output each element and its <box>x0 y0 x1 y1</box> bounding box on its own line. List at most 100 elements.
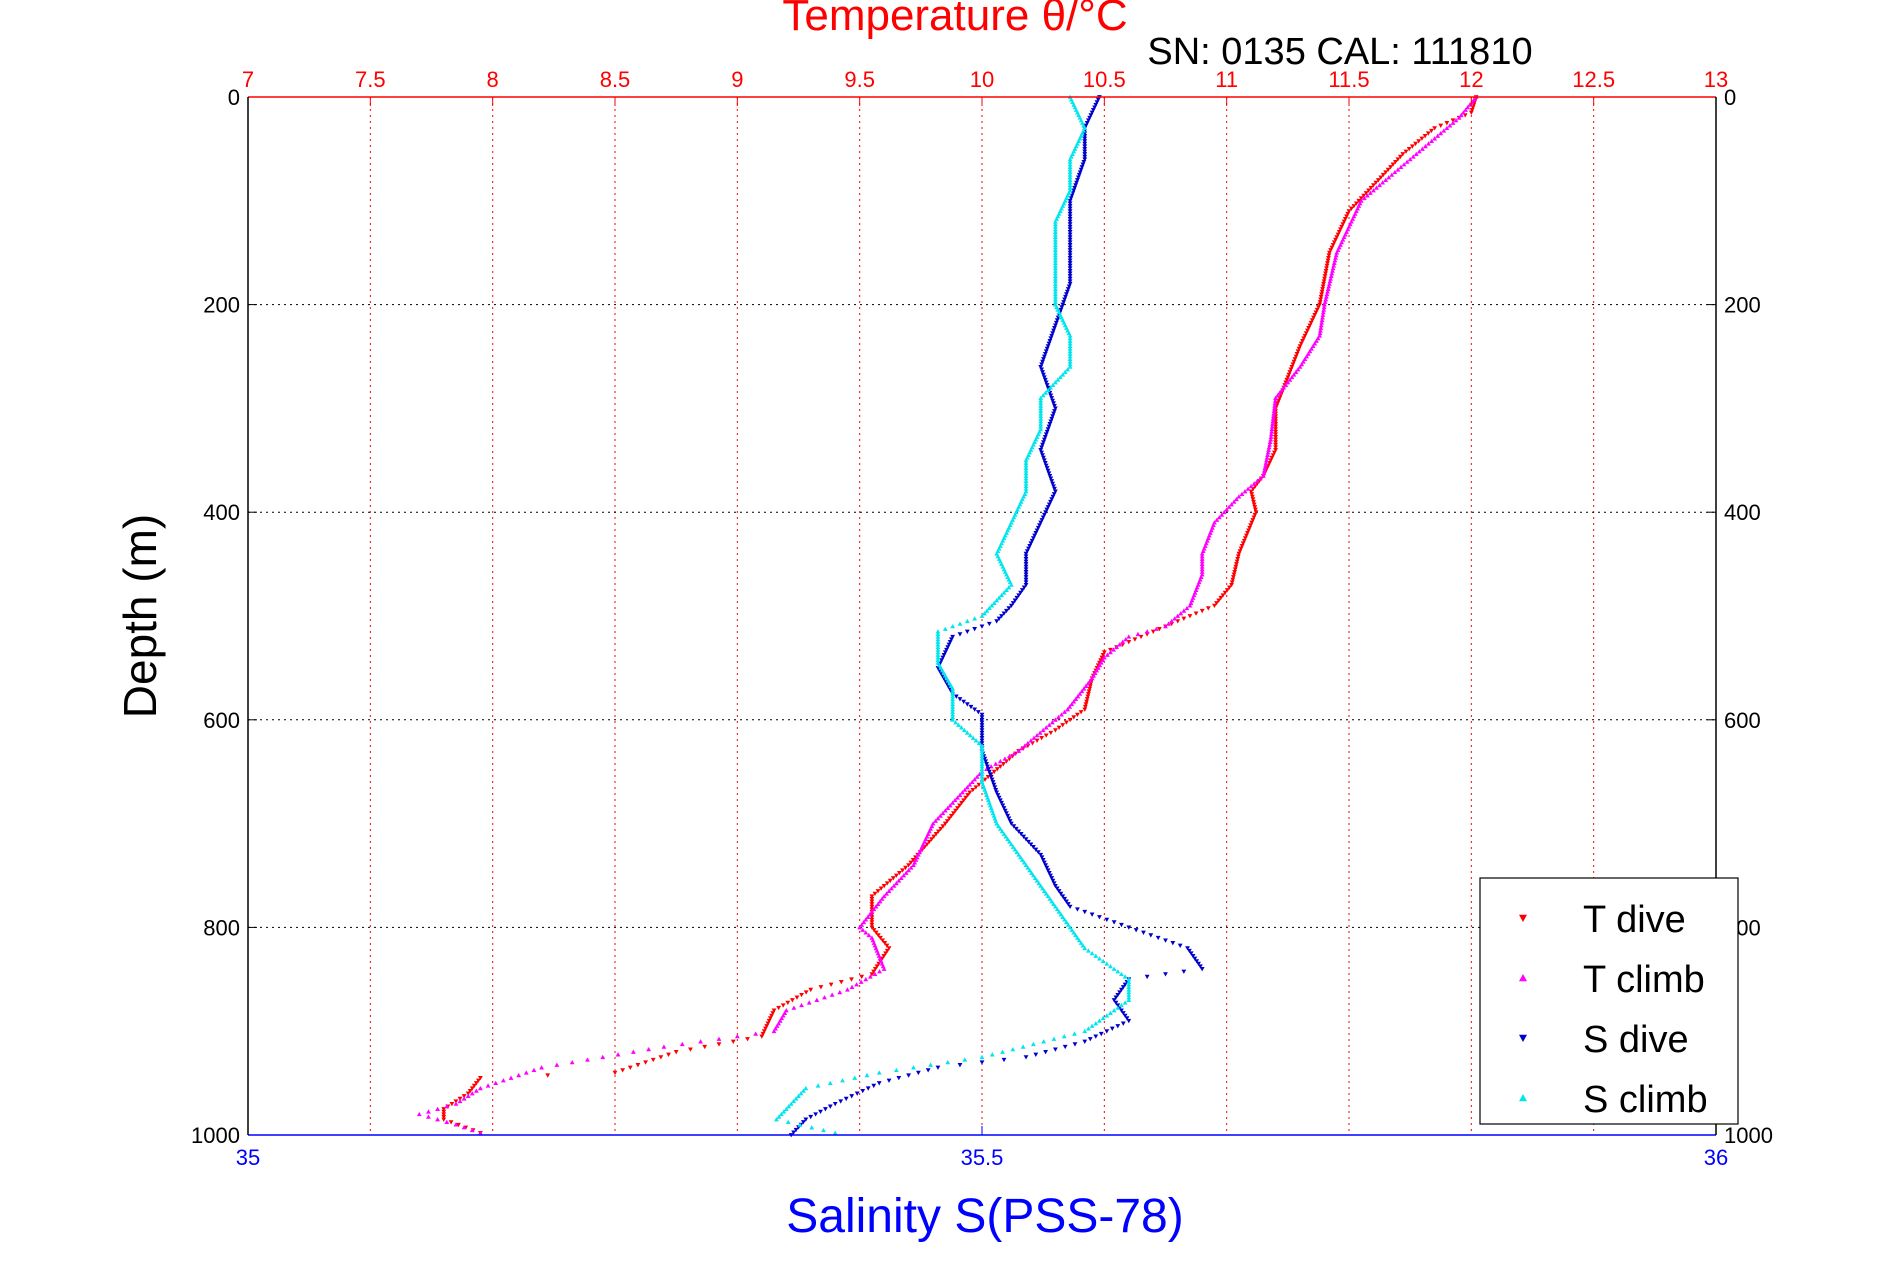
data-point <box>1060 302 1066 307</box>
data-point <box>1041 354 1047 359</box>
data-point <box>859 974 865 980</box>
data-point <box>1023 575 1029 580</box>
data-point <box>979 715 985 720</box>
data-point <box>1053 489 1058 494</box>
data-point <box>1319 289 1325 295</box>
data-point <box>1067 276 1073 282</box>
data-point <box>950 688 956 694</box>
data-point <box>1371 183 1376 188</box>
data-point <box>803 1117 809 1122</box>
data-point <box>1321 281 1326 287</box>
data-point <box>979 736 985 741</box>
data-point <box>1141 930 1146 935</box>
data-point <box>1447 123 1453 128</box>
data-point <box>1030 873 1036 878</box>
data-point <box>1067 242 1073 248</box>
data-point <box>1071 930 1077 935</box>
data-point <box>1083 683 1089 688</box>
data-point <box>1199 561 1205 567</box>
data-point <box>1053 1047 1058 1052</box>
data-point <box>1104 1013 1110 1018</box>
data-point <box>822 995 827 1000</box>
left-axis-tick-label: 600 <box>203 708 240 733</box>
data-point <box>1023 481 1029 486</box>
data-point <box>1053 299 1058 304</box>
data-point <box>1250 497 1256 502</box>
data-point <box>1028 842 1034 847</box>
data-point <box>1082 154 1088 160</box>
data-point <box>1219 512 1225 517</box>
data-point <box>1325 261 1330 266</box>
data-point <box>1450 120 1456 125</box>
data-point <box>1042 435 1048 440</box>
data-point <box>1064 899 1069 904</box>
data-point <box>1044 383 1050 388</box>
data-point <box>1199 556 1205 561</box>
data-point <box>1038 852 1044 858</box>
data-point <box>1016 829 1022 834</box>
data-point <box>891 883 897 888</box>
bottom-axis-tick-label: 36 <box>1704 1145 1728 1170</box>
data-point <box>906 1073 911 1078</box>
data-point <box>523 1070 529 1075</box>
data-point <box>1067 281 1073 287</box>
data-point <box>1040 886 1045 891</box>
data-point <box>1120 1021 1126 1026</box>
data-point <box>985 764 990 769</box>
data-point <box>964 730 970 735</box>
data-point <box>1044 429 1050 435</box>
data-point <box>1093 953 1099 958</box>
data-point <box>1072 185 1078 191</box>
top-axis-tick-label: 9.5 <box>844 67 875 92</box>
data-point <box>1082 152 1088 157</box>
data-point <box>1269 429 1275 434</box>
data-point <box>444 1104 450 1109</box>
data-point <box>1236 494 1242 499</box>
data-point <box>1321 307 1327 312</box>
data-point <box>1077 691 1083 696</box>
data-point <box>1113 995 1119 1000</box>
data-point <box>1413 141 1418 147</box>
data-point <box>1429 138 1434 144</box>
data-point <box>1330 265 1336 271</box>
data-point <box>1311 315 1316 320</box>
data-point <box>1053 224 1058 229</box>
data-point <box>1067 217 1073 222</box>
data-point <box>814 997 820 1002</box>
data-point <box>1169 618 1175 624</box>
data-point <box>1126 982 1132 987</box>
data-point <box>1175 613 1181 618</box>
data-point <box>886 888 892 893</box>
data-point <box>972 707 978 712</box>
data-point <box>1082 136 1088 141</box>
data-point <box>1065 707 1071 712</box>
data-point <box>1079 688 1085 694</box>
data-point <box>875 901 881 906</box>
data-point <box>1293 354 1299 359</box>
data-point <box>1323 294 1329 299</box>
data-point <box>469 1127 475 1133</box>
data-point <box>799 992 804 998</box>
data-point <box>1267 439 1273 445</box>
data-point <box>1067 177 1073 182</box>
data-point <box>765 1021 771 1026</box>
data-point <box>1240 541 1246 546</box>
data-point <box>1234 559 1240 564</box>
data-point <box>764 1024 770 1029</box>
data-point <box>1041 458 1047 463</box>
data-point <box>1416 149 1422 154</box>
data-point <box>1062 369 1068 374</box>
data-point <box>935 649 941 655</box>
data-point <box>1356 198 1362 204</box>
data-point <box>864 1072 870 1078</box>
data-point <box>865 1086 871 1091</box>
data-point <box>448 1120 454 1125</box>
data-point <box>989 777 995 782</box>
data-point <box>881 966 887 971</box>
data-point <box>840 1078 845 1083</box>
data-point <box>979 723 985 728</box>
data-point <box>1067 198 1073 204</box>
data-point <box>1028 541 1034 546</box>
data-point <box>435 1106 441 1111</box>
